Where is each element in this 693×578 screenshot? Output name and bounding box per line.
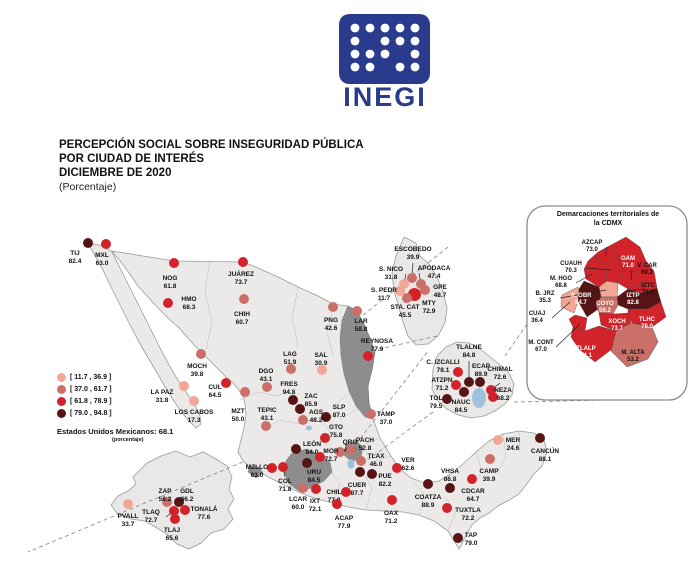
inegi-logo-dots <box>350 23 420 72</box>
legend-class-dot-3 <box>57 396 66 406</box>
lake-texcoco <box>472 388 486 408</box>
cdmx-inset-title: Demarcaciones territoriales de la CDMX <box>532 211 684 228</box>
legend-class-label-2: [ 37.0 , 61.7 ] <box>70 385 112 393</box>
title-line-1: PERCEPCIÓN SOCIAL SOBRE INSEGURIDAD PÚBL… <box>59 139 364 151</box>
legend-class-row-3: [ 61.8 , 78.9 ] <box>57 395 207 407</box>
report-title-block: PERCEPCIÓN SOCIAL SOBRE INSEGURIDAD PÚBL… <box>59 138 389 194</box>
legend-class-dot-1 <box>57 372 66 382</box>
region-tlhc <box>627 301 667 328</box>
cdmx-inset-title-line2: la CDMX <box>593 219 623 227</box>
legend-class-label-4: [ 79.0 , 94.8 ] <box>70 409 112 417</box>
inegi-logo-wordmark: INEGI <box>343 82 427 112</box>
national-label: Estados Unidos Mexicanos: <box>57 427 157 436</box>
lakes <box>306 388 486 469</box>
national-reference: Estados Unidos Mexicanos: 68.1 <box>57 427 173 436</box>
legend-class-row-2: [ 37.0 , 61.7 ] <box>57 383 207 395</box>
legend-classes: [ 11.7 , 36.9 ] [ 37.0 , 61.7 ] [ 61.8 , 7… <box>57 371 207 419</box>
inegi-logo <box>339 14 430 84</box>
legend-class-row-1: [ 11.7 , 36.9 ] <box>57 371 207 383</box>
national-note: (porcentaje) <box>112 437 144 443</box>
edomex-inset-shape <box>431 341 515 419</box>
national-value: 68.1 <box>158 427 174 436</box>
title-line-3: DICIEMBRE DE 2020 <box>59 167 172 179</box>
inegi-logo-box <box>339 14 430 84</box>
nuevo-leon-inset-shape <box>391 236 448 346</box>
jalisco-inset-shape <box>110 450 235 550</box>
state-tamaulipas <box>339 305 376 420</box>
cdmx-inset-title-line1: Demarcaciones territoriales de <box>556 211 660 218</box>
baja-california-shape <box>87 242 202 429</box>
legend-class-dot-2 <box>57 384 66 394</box>
cdmx-demarcaciones-shapes <box>560 236 667 368</box>
lake-small-center <box>347 459 355 469</box>
title-subtitle: (Porcentaje) <box>59 181 117 193</box>
legend-class-dot-4 <box>57 408 66 418</box>
legend-class-row-4: [ 79.0 , 94.8 ] <box>57 407 207 419</box>
legend: [ 11.7 , 36.9 ] [ 37.0 , 61.7 ] [ 61.8 , 7… <box>57 371 207 419</box>
state-colima <box>247 465 264 479</box>
region-cuaj <box>560 286 580 314</box>
legend-class-label-1: [ 11.7 , 36.9 ] <box>70 373 112 381</box>
lake-small-west <box>306 425 312 431</box>
region-malta <box>610 322 659 368</box>
legend-class-label-3: [ 61.8 , 78.9 ] <box>70 397 112 405</box>
title-line-2: POR CIUDAD DE INTERÉS <box>59 153 205 165</box>
